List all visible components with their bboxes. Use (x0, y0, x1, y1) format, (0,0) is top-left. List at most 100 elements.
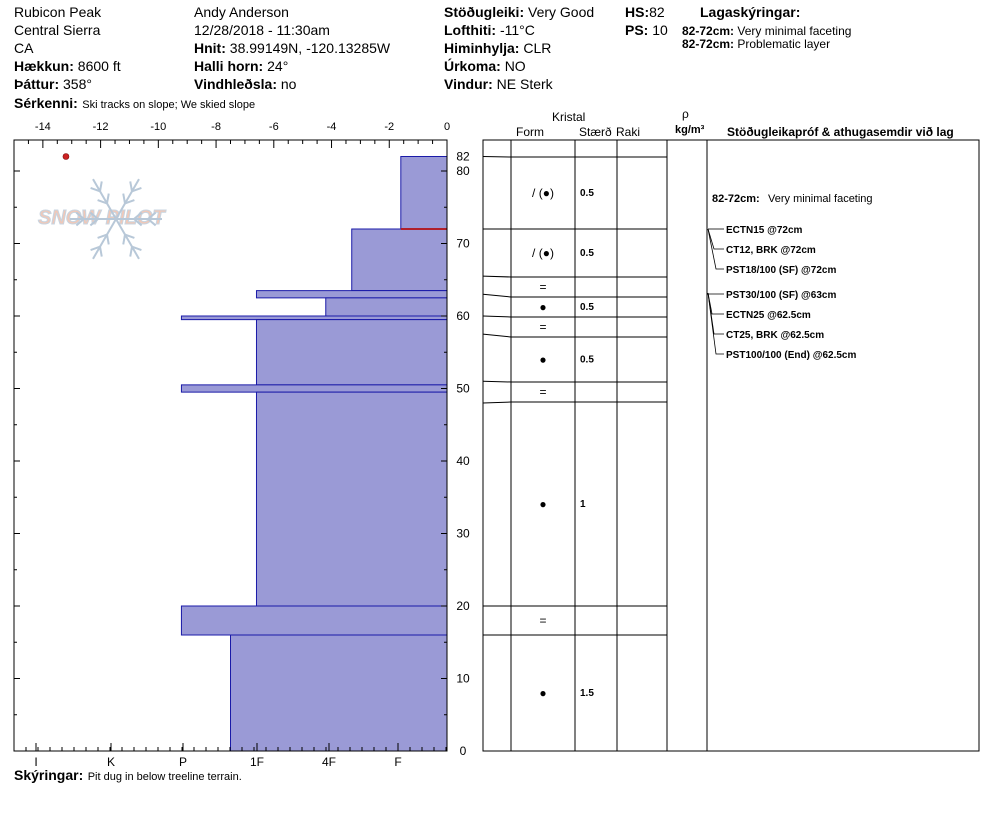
sky-value: CLR (523, 40, 552, 56)
grain-size: 0.5 (580, 188, 594, 199)
test-leader (707, 292, 724, 355)
features-label: Sérkenni: (14, 95, 78, 111)
snowflake-arm (92, 218, 117, 260)
air-temp: Lofthiti: -11°C (444, 23, 535, 37)
snowflake-branch (89, 211, 99, 220)
hardness-bar (255, 391, 448, 607)
ps-label: PS: (625, 22, 649, 38)
snowflake-branch (97, 199, 108, 205)
depth-tick-label: 40 (456, 454, 470, 468)
test-result: ECTN15 @72cm (726, 225, 803, 236)
snowflake-branch (90, 245, 101, 252)
wind-label: Vindur: (444, 76, 493, 92)
snowflake-branch (129, 246, 133, 257)
snowflake-branch (122, 193, 126, 204)
grain-form: = (539, 385, 546, 399)
hs-label: HS: (625, 4, 650, 20)
hardness-bar (180, 315, 448, 321)
wind: Vindur: NE Sterk (444, 77, 553, 91)
layer-notes-title: Lagaskýringar: (700, 4, 801, 20)
grain-form: ● (539, 497, 546, 511)
slope-angle: Halli horn: 24° (194, 59, 288, 73)
observer: Andy Anderson (194, 4, 289, 20)
location: Rubicon Peak (14, 4, 102, 20)
depth-tick-label: 10 (456, 672, 470, 686)
depth-tick-label: 50 (456, 382, 470, 396)
mountain-range: Central Sierra (14, 22, 101, 38)
snowflake-branch (147, 211, 157, 220)
temp-tick-label: -6 (269, 121, 279, 133)
coords-label: Hnit: (194, 40, 226, 56)
density-unit: kg/m³ (675, 124, 705, 136)
test-result: CT25, BRK @62.5cm (726, 330, 824, 341)
snowflake-branch (75, 218, 85, 227)
temperature-points (62, 153, 70, 160)
table-border (482, 139, 980, 752)
grain-size: 0.5 (580, 355, 594, 366)
grain-form: ● (539, 353, 546, 367)
hardness-label: I (34, 755, 37, 769)
snowflake-branch (89, 218, 99, 227)
hs-value: 82 (649, 4, 665, 20)
slope-label: Halli horn: (194, 58, 264, 74)
hardness-label: K (107, 755, 115, 769)
temp-tick-label: -14 (35, 121, 51, 133)
layer-boundary (482, 401, 667, 404)
layer-boundary (482, 333, 667, 338)
snowflake-branch (122, 234, 126, 245)
layer-note-range: 82-72cm: (682, 24, 735, 38)
precip-value: NO (504, 58, 526, 74)
temp-tick-label: -8 (211, 121, 221, 133)
hardness-bar (180, 605, 448, 636)
wind-value: NE Sterk (496, 76, 553, 92)
slope-value: 24° (267, 58, 289, 74)
temp-tick-label: 0 (444, 121, 450, 133)
snowflake-arm (115, 218, 140, 260)
precip-label: Úrkoma: (444, 58, 501, 74)
grain-form: = (539, 280, 546, 294)
layer-comment-range: 82-72cm: (712, 193, 760, 205)
layer-boundary (482, 275, 667, 278)
sky-cover: Himinhylja: CLR (444, 41, 551, 55)
snow-height: HS:82 (625, 5, 665, 19)
grain-form: / (●) (532, 186, 554, 200)
layer-note: 82-72cm: Problematic layer (682, 38, 830, 50)
hardness-bars (180, 156, 448, 752)
layer-lines (482, 156, 667, 636)
temp-tick-label: -12 (93, 121, 109, 133)
snowflake-branch (99, 181, 103, 192)
layer-note-range: 82-72cm: (682, 37, 735, 51)
test-leader (707, 228, 724, 270)
temp-tick-label: -2 (384, 121, 394, 133)
coordinates: Hnit: 38.99149N, -120.13285W (194, 41, 390, 55)
hardness-bar (230, 634, 448, 752)
test-leader (707, 228, 724, 250)
layer-comment-text: Very minimal faceting (768, 193, 873, 205)
sky-label: Himinhylja: (444, 40, 520, 56)
depth-tick-label: 0 (460, 744, 467, 758)
density-symbol: ρ (682, 107, 689, 121)
form-header: Form (516, 125, 544, 139)
snowflake-branch (147, 218, 157, 227)
grain-form: = (539, 320, 546, 334)
temperature-point (62, 153, 70, 160)
layer-boundary (482, 293, 667, 298)
hardness-label: 4F (322, 755, 336, 769)
depth-tick-label: 80 (456, 164, 470, 178)
comments-value: Pit dug in below treeline terrain. (87, 771, 242, 783)
ps-value: 10 (652, 22, 668, 38)
grain-size: 1 (580, 499, 586, 510)
precipitation: Úrkoma: NO (444, 59, 526, 73)
snowflake-branch (124, 199, 135, 205)
elevation-value: 8600 ft (77, 58, 121, 74)
hardness-bar (255, 319, 448, 386)
size-header: Stærð (579, 125, 612, 139)
moisture-header: Raki (616, 125, 641, 139)
snowflake-branch (133, 211, 143, 220)
temp-tick-label: -10 (150, 121, 166, 133)
layer-boundary (482, 315, 667, 318)
top-depth-label: 82 (456, 150, 470, 164)
grain-form: = (539, 614, 546, 628)
snowflake-branch (75, 211, 85, 220)
